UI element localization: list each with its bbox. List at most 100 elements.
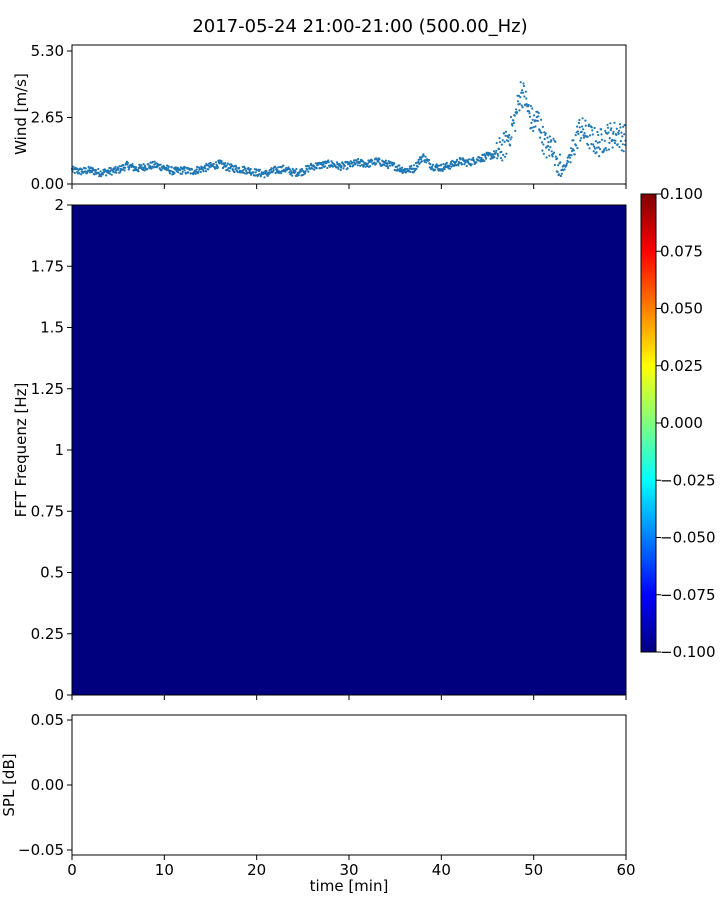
- wind-point: [622, 150, 625, 153]
- wind-point: [72, 165, 75, 168]
- wind-point: [581, 117, 584, 120]
- wind-point: [312, 164, 315, 167]
- wind-point: [544, 132, 547, 135]
- wind-point: [410, 164, 413, 168]
- wind-point: [137, 170, 140, 173]
- wind-point: [204, 167, 207, 170]
- wind-point: [583, 132, 586, 135]
- wind-point: [582, 136, 586, 139]
- wind-point: [97, 171, 100, 175]
- wind-point: [597, 146, 600, 149]
- chart-title: 2017-05-24 21:00-21:00 (500.00_Hz): [192, 16, 527, 37]
- wind-point: [542, 152, 545, 155]
- wind-point: [615, 127, 618, 130]
- wind-point: [250, 173, 253, 176]
- wind-point: [483, 159, 486, 162]
- wind-point: [448, 164, 451, 167]
- wind-point: [445, 161, 448, 164]
- wind-point: [364, 165, 367, 168]
- wind-point: [528, 112, 531, 115]
- wind-point: [467, 158, 471, 161]
- wind-point: [304, 170, 307, 173]
- wind-point: [450, 165, 453, 168]
- wind-point: [503, 140, 506, 143]
- wind-point: [144, 166, 147, 169]
- wind-point: [465, 164, 468, 168]
- wind-point: [289, 169, 292, 172]
- wind-point: [578, 118, 581, 122]
- wind-point: [433, 168, 436, 171]
- wind-point: [505, 152, 508, 155]
- wind-y-axis-label: Wind [m/s]: [12, 73, 30, 155]
- wind-point: [552, 151, 556, 154]
- wind-point: [234, 168, 237, 171]
- wind-point: [249, 167, 252, 171]
- wind-point: [534, 125, 537, 128]
- wind-point: [584, 124, 587, 127]
- wind-point: [545, 156, 548, 159]
- wind-point: [327, 159, 330, 162]
- wind-point: [228, 170, 231, 173]
- wind-point: [354, 162, 357, 166]
- wind-point: [167, 165, 170, 168]
- wind-point: [530, 121, 533, 124]
- wind-point: [576, 125, 579, 128]
- wind-point: [387, 167, 390, 170]
- wind-point: [252, 171, 255, 174]
- wind-point: [608, 137, 611, 140]
- wind-point: [594, 147, 597, 150]
- wind-point: [93, 173, 96, 176]
- wind-point: [577, 132, 580, 136]
- wind-point: [618, 145, 621, 149]
- wind-point: [498, 137, 501, 140]
- wind-point: [610, 127, 613, 130]
- wind-point: [282, 164, 285, 167]
- wind-point: [611, 138, 614, 142]
- wind-point: [565, 164, 568, 167]
- wind-point: [475, 161, 478, 164]
- wind-point: [109, 167, 112, 170]
- x-tick-label: 60: [616, 861, 635, 879]
- wind-point: [274, 165, 277, 168]
- wind-y-tick-label: 5.30: [31, 42, 64, 60]
- wind-point: [274, 171, 277, 175]
- wind-point: [617, 132, 620, 135]
- wind-point: [577, 121, 581, 125]
- wind-point: [199, 170, 202, 174]
- wind-point: [375, 162, 378, 165]
- wind-point: [496, 157, 499, 160]
- wind-point: [550, 150, 553, 153]
- wind-point: [339, 168, 342, 172]
- wind-point: [295, 167, 298, 171]
- wind-point: [275, 167, 278, 170]
- wind-point: [258, 168, 261, 171]
- wind-point: [623, 124, 626, 127]
- wind-point: [254, 174, 257, 177]
- wind-point: [155, 166, 158, 169]
- wind-point: [288, 171, 291, 174]
- wind-point: [259, 175, 262, 178]
- wind-point: [518, 102, 521, 105]
- wind-point: [405, 170, 408, 173]
- wind-point: [84, 170, 87, 173]
- wind-scatter-series: [70, 81, 627, 179]
- wind-point: [604, 147, 607, 150]
- wind-point: [140, 164, 143, 167]
- wind-point: [150, 167, 153, 170]
- wind-point: [587, 143, 590, 146]
- wind-point: [598, 155, 601, 158]
- wind-point: [491, 153, 495, 156]
- wind-point: [366, 162, 369, 165]
- wind-point: [212, 162, 215, 165]
- wind-point: [183, 169, 186, 172]
- wind-point: [605, 149, 608, 152]
- wind-point: [248, 169, 251, 173]
- wind-point: [108, 172, 111, 175]
- wind-point: [224, 162, 227, 165]
- wind-point: [417, 160, 420, 164]
- wind-point: [131, 163, 134, 166]
- wind-point: [244, 169, 248, 172]
- wind-point: [277, 166, 280, 169]
- wind-point: [359, 164, 362, 167]
- wind-point: [429, 163, 432, 166]
